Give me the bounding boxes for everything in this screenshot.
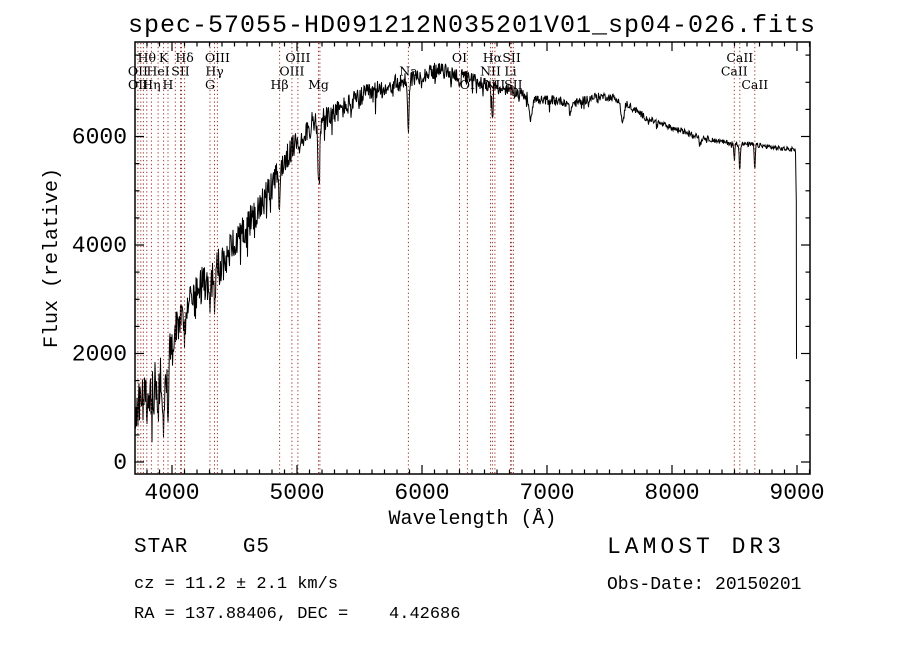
x-tick-label: 8000: [644, 480, 699, 506]
spectral-line-label: SII: [504, 77, 523, 92]
classification-label: STAR G5: [134, 536, 271, 559]
spectral-line-label: H: [163, 77, 174, 92]
spectral-line-labels: OIIOIIHθHηHeIKHSIIHδGHγOIIIHβOIIIOIIIMgN…: [128, 50, 768, 92]
spectral-line-label: OII: [128, 64, 148, 79]
spectrum: [134, 62, 797, 443]
spectral-line-label: OI: [460, 77, 475, 92]
spectral-line-label: CaII: [726, 50, 753, 65]
spectral-line-label: Hα: [483, 50, 503, 65]
axis-ticks: [135, 42, 811, 474]
spectral-line-label: OIII: [205, 50, 230, 65]
spectral-line-label: Mg: [308, 77, 329, 92]
spectral-line-label: CaII: [741, 77, 768, 92]
spectral-line-label: SII: [171, 64, 190, 79]
y-axis-title: Flux (relative): [41, 168, 64, 348]
spectral-line-label: CaII: [721, 64, 748, 79]
spectrum-path: [134, 62, 797, 443]
x-tick-labels: 4000 5000 6000 7000 8000 9000: [144, 480, 824, 506]
spectral-line-label: OII: [128, 77, 148, 92]
y-tick-label: 4000: [72, 233, 127, 259]
spectral-line-label: Li: [504, 64, 516, 79]
y-tick-label: 6000: [72, 125, 127, 151]
spectral-line-label: SII: [502, 50, 521, 65]
survey-release-label: LAMOST DR3: [607, 534, 786, 560]
spectral-line-label: Hδ: [175, 50, 193, 65]
plot-title: spec-57055-HD091212N035201V01_sp04-026.f…: [127, 11, 817, 40]
x-tick-label: 9000: [769, 480, 824, 506]
x-axis-title: Wavelength (Å): [388, 508, 556, 531]
y-tick-label: 0: [113, 450, 127, 476]
spectral-line-label: Hη: [142, 77, 160, 92]
y-tick-label: 2000: [72, 342, 127, 368]
spectral-line-label: NII: [480, 64, 501, 79]
spectral-line-label: Hβ: [271, 77, 289, 92]
x-tick-label: 5000: [269, 480, 324, 506]
obs-date-label: Obs-Date: 20150201: [607, 575, 802, 595]
spectral-line-label: Na: [399, 64, 418, 79]
plot-frame: [134, 41, 811, 475]
spectral-line-label: HeI: [146, 64, 169, 79]
y-tick-labels: 0 2000 4000 6000: [72, 125, 127, 477]
spectral-line-label: OIII: [285, 50, 310, 65]
spectral-line-label: OI: [452, 50, 467, 65]
spectral-line-label: Hθ: [138, 50, 156, 65]
spectral-line-label: G: [205, 77, 215, 92]
x-tick-label: 7000: [519, 480, 574, 506]
spectral-line-label: OIII: [279, 64, 304, 79]
spectral-line-label: Hγ: [205, 64, 223, 79]
spectral-marker-lines: [137, 43, 756, 473]
x-tick-label: 4000: [144, 480, 199, 506]
radial-velocity-label: cz = 11.2 ± 2.1 km/s: [134, 575, 339, 594]
spectral-line-label: K: [159, 50, 169, 65]
x-tick-label: 6000: [394, 480, 449, 506]
ra-dec-label: RA = 137.88406, DEC = 4.42686: [134, 605, 461, 624]
spectral-line-label: NII: [484, 77, 505, 92]
